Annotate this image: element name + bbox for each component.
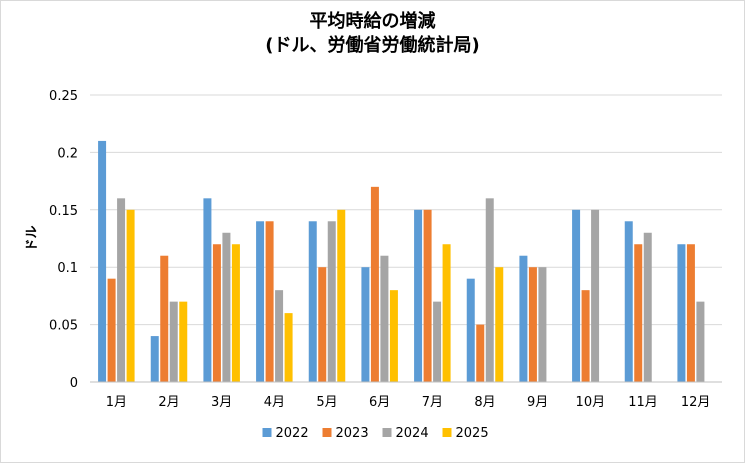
bar-2022-2 bbox=[150, 336, 159, 382]
legend-swatch-2025 bbox=[442, 428, 452, 437]
y-tick-label: 0.05 bbox=[49, 319, 78, 334]
bar-2023-2 bbox=[160, 255, 169, 382]
bar-2023-12 bbox=[686, 244, 695, 382]
bar-2025-3 bbox=[231, 244, 240, 382]
x-tick-label: 4月 bbox=[264, 395, 285, 410]
bar-2022-6 bbox=[361, 267, 370, 382]
bar-2024-11 bbox=[643, 232, 652, 382]
y-tick-label: 0.2 bbox=[57, 146, 78, 161]
bar-2022-8 bbox=[466, 278, 475, 382]
bar-2025-2 bbox=[179, 301, 188, 382]
bar-2024-3 bbox=[222, 232, 231, 382]
y-tick-label: 0.25 bbox=[49, 89, 78, 104]
x-tick-label: 6月 bbox=[369, 395, 390, 410]
y-tick-label: 0 bbox=[70, 376, 78, 391]
y-tick-label: 0.15 bbox=[49, 204, 78, 219]
legend-label-2024: 2024 bbox=[396, 426, 429, 441]
bar-2024-4 bbox=[275, 290, 284, 382]
bar-2024-6 bbox=[380, 255, 389, 382]
bar-2022-3 bbox=[203, 198, 212, 382]
bar-2025-4 bbox=[284, 313, 293, 382]
bar-2025-6 bbox=[389, 290, 398, 382]
bar-2022-12 bbox=[677, 244, 686, 382]
bar-2024-5 bbox=[327, 221, 336, 382]
chart-title: 平均時給の増減 (ドル、労働省労働統計局) bbox=[0, 10, 745, 58]
bar-2024-7 bbox=[433, 301, 442, 382]
bar-2023-6 bbox=[370, 186, 379, 382]
bar-2023-9 bbox=[528, 267, 537, 382]
bar-2024-10 bbox=[591, 209, 600, 382]
bar-2025-5 bbox=[337, 209, 346, 382]
bar-2023-4 bbox=[265, 221, 274, 382]
bar-2022-4 bbox=[256, 221, 265, 382]
x-tick-label: 5月 bbox=[316, 395, 337, 410]
bar-2023-3 bbox=[212, 244, 221, 382]
legend-swatch-2022 bbox=[262, 428, 272, 437]
bar-2025-7 bbox=[442, 244, 451, 382]
bar-2025-1 bbox=[126, 209, 135, 382]
bar-2024-8 bbox=[485, 198, 494, 382]
bar-2022-11 bbox=[624, 221, 633, 382]
x-tick-label: 11月 bbox=[628, 395, 658, 410]
y-axis-title: ドル bbox=[25, 225, 40, 251]
bar-2024-1 bbox=[117, 198, 126, 382]
bar-2023-7 bbox=[423, 209, 432, 382]
x-tick-label: 10月 bbox=[576, 395, 606, 410]
bar-2024-9 bbox=[538, 267, 547, 382]
x-tick-label: 12月 bbox=[681, 395, 711, 410]
bar-2022-5 bbox=[308, 221, 317, 382]
chart-title-line-2: (ドル、労働省労働統計局) bbox=[265, 35, 480, 56]
bar-2023-8 bbox=[476, 324, 485, 382]
bar-2024-2 bbox=[169, 301, 178, 382]
bar-2022-9 bbox=[519, 255, 528, 382]
x-tick-label: 8月 bbox=[474, 395, 495, 410]
legend-label-2025: 2025 bbox=[456, 426, 489, 441]
chart-title-line-1: 平均時給の増減 bbox=[309, 11, 436, 32]
bar-2024-12 bbox=[696, 301, 705, 382]
legend-swatch-2023 bbox=[322, 428, 332, 437]
bar-2023-5 bbox=[318, 267, 327, 382]
bar-2022-1 bbox=[98, 140, 107, 382]
x-tick-label: 1月 bbox=[106, 395, 127, 410]
x-tick-label: 2月 bbox=[158, 395, 179, 410]
legend-swatch-2024 bbox=[382, 428, 392, 437]
bar-2023-1 bbox=[107, 278, 116, 382]
y-tick-label: 0.1 bbox=[57, 261, 78, 276]
bar-2023-11 bbox=[634, 244, 643, 382]
bar-2025-8 bbox=[495, 267, 504, 382]
bar-2022-7 bbox=[414, 209, 423, 382]
bar-2022-10 bbox=[572, 209, 581, 382]
legend-label-2022: 2022 bbox=[276, 426, 309, 441]
x-tick-label: 3月 bbox=[211, 395, 232, 410]
bar-2023-10 bbox=[581, 290, 590, 382]
legend-label-2023: 2023 bbox=[336, 426, 369, 441]
x-tick-label: 9月 bbox=[527, 395, 548, 410]
x-tick-label: 7月 bbox=[422, 395, 443, 410]
